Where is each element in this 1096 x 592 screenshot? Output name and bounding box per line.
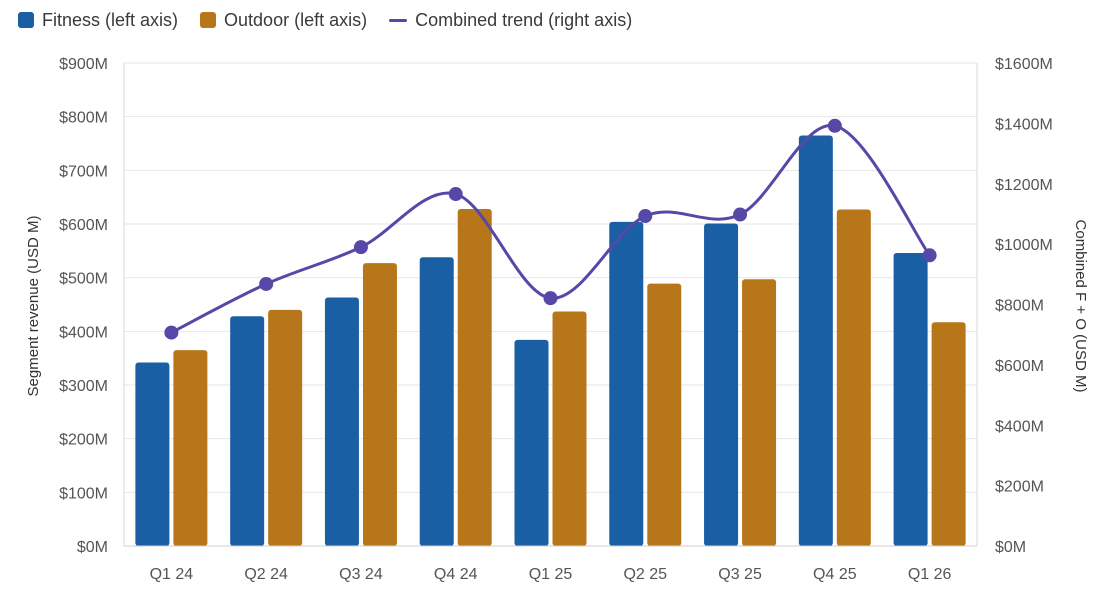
trend-point — [448, 187, 463, 202]
bar-fitness — [419, 257, 454, 546]
trend-point — [543, 291, 558, 306]
left-axis-tick-label: $0M — [77, 539, 108, 556]
x-axis-tick-label: Q2 24 — [244, 566, 288, 583]
x-axis-tick-label: Q2 25 — [623, 566, 667, 583]
right-axis-tick-label: $1000M — [995, 237, 1053, 254]
left-axis-tick-label: $100M — [59, 485, 108, 502]
bar-outdoor — [836, 209, 871, 546]
legend-swatch-fitness — [18, 12, 34, 28]
trend-point — [922, 248, 937, 263]
line-layer — [164, 118, 937, 340]
bar-outdoor — [362, 263, 397, 546]
right-axis-tick-label: $400M — [995, 418, 1044, 435]
left-axis-tick-label: $300M — [59, 378, 108, 395]
right-axis-tick-label: $200M — [995, 479, 1044, 496]
left-axis-title: Segment revenue (USD M) — [25, 216, 42, 397]
x-axis-tick-label: Q1 26 — [908, 566, 952, 583]
left-axis-tick-label: $800M — [59, 110, 108, 127]
trend-line — [170, 124, 931, 334]
left-axis-tick-label: $600M — [59, 217, 108, 234]
left-axis-tick-label: $700M — [59, 163, 108, 180]
bar-outdoor — [742, 279, 777, 546]
trend-point — [733, 207, 748, 222]
x-axis-tick-label: Q4 24 — [434, 566, 478, 583]
trend-point — [638, 209, 653, 224]
trend-point — [827, 118, 842, 133]
left-axis-tick-label: $500M — [59, 271, 108, 288]
trend-point — [353, 240, 368, 255]
x-axis-tick-label: Q3 24 — [339, 566, 383, 583]
bar-outdoor — [647, 283, 682, 546]
axis-layer: $0M $100M $200M $300M $400M $500M $600M $700M $8… — [59, 56, 1053, 583]
x-axis-tick-label: Q1 25 — [529, 566, 573, 583]
bar-fitness — [609, 221, 644, 546]
legend-label-combined-trend: Combined trend (right axis) — [415, 9, 633, 30]
right-axis-tick-label: $600M — [995, 358, 1044, 375]
bar-outdoor — [457, 208, 492, 546]
trend-point — [164, 325, 179, 340]
legend-label-fitness: Fitness (left axis) — [42, 9, 179, 30]
bar-outdoor — [552, 311, 587, 546]
left-axis-tick-label: $900M — [59, 56, 108, 73]
legend-swatch-outdoor — [200, 12, 217, 28]
right-axis-tick-label: $1400M — [995, 116, 1053, 133]
bar-outdoor — [931, 322, 966, 546]
x-axis-tick-label: Q4 25 — [813, 566, 857, 583]
right-axis-tick-label: $0M — [995, 539, 1026, 556]
x-axis-tick-label: Q3 25 — [718, 566, 762, 583]
right-axis-tick-label: $1600M — [995, 56, 1053, 73]
legend-item-outdoor: Outdoor (left axis) — [200, 10, 367, 31]
legend-label-outdoor: Outdoor (left axis) — [224, 9, 368, 30]
legend-item-combined-trend: Combined trend (right axis) — [389, 10, 632, 31]
bar-fitness — [704, 223, 739, 547]
bar-fitness — [230, 316, 265, 546]
legend: Fitness (left axis) Outdoor (left axis) … — [18, 8, 632, 32]
bar-fitness — [798, 135, 833, 546]
trend-point — [259, 276, 274, 291]
bars-layer — [135, 135, 966, 547]
legend-item-fitness: Fitness (left axis) — [18, 10, 178, 31]
right-axis-tick-label: $800M — [995, 298, 1044, 315]
right-axis-title: Combined F + O (USD M) — [1072, 220, 1089, 393]
bar-fitness — [324, 297, 359, 546]
legend-swatch-combined-trend — [389, 18, 408, 22]
bar-fitness — [514, 339, 549, 546]
left-axis-tick-label: $200M — [59, 432, 108, 449]
bar-outdoor — [173, 350, 208, 546]
bar-outdoor — [268, 309, 303, 546]
bar-fitness — [135, 362, 170, 546]
bar-fitness — [893, 252, 928, 547]
left-axis-tick-label: $400M — [59, 324, 108, 341]
right-axis-tick-label: $1200M — [995, 177, 1053, 194]
x-axis-tick-label: Q1 24 — [150, 566, 194, 583]
